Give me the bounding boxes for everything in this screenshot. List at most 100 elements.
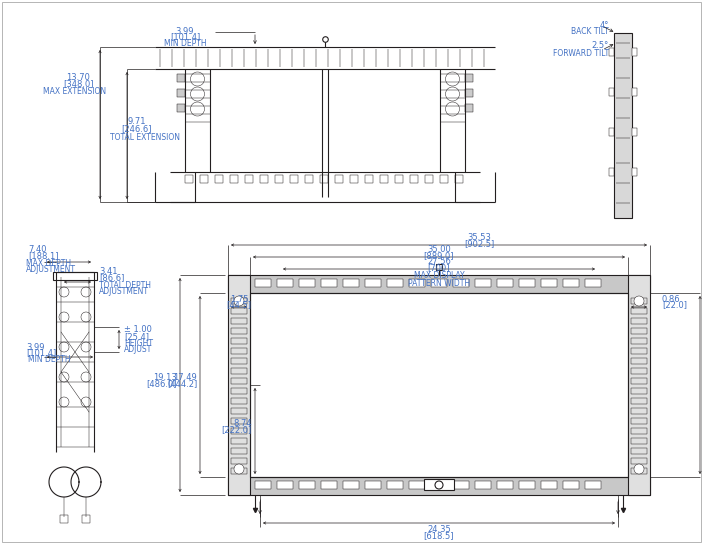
Text: HEIGHT: HEIGHT	[124, 339, 153, 349]
Bar	[255, 279, 271, 287]
Text: [222.0]: [222.0]	[221, 425, 252, 435]
Bar	[431, 481, 447, 489]
Circle shape	[234, 296, 244, 306]
Circle shape	[634, 296, 644, 306]
Text: ± 1.00: ± 1.00	[124, 325, 152, 335]
Text: 17.49: 17.49	[173, 374, 197, 382]
Bar	[335, 175, 343, 183]
Bar	[465, 74, 473, 82]
Text: MIN DEPTH: MIN DEPTH	[28, 355, 70, 364]
Bar	[299, 481, 315, 489]
Text: PATTERN WIDTH: PATTERN WIDTH	[408, 279, 470, 287]
Bar	[365, 175, 373, 183]
Text: 4°: 4°	[600, 22, 609, 30]
Bar	[177, 89, 185, 97]
Text: ADJUST: ADJUST	[124, 345, 153, 355]
Bar	[541, 279, 557, 287]
Text: [889.0]: [889.0]	[424, 251, 454, 261]
Bar	[614, 33, 632, 218]
Text: MIN DEPTH: MIN DEPTH	[164, 39, 206, 47]
Bar	[609, 48, 614, 56]
Bar	[380, 175, 388, 183]
Text: 8.74: 8.74	[233, 419, 252, 429]
Text: [101.4]: [101.4]	[26, 349, 56, 357]
Bar	[609, 88, 614, 96]
Text: ADJUSTMENT: ADJUSTMENT	[26, 265, 76, 275]
Text: 3.99: 3.99	[26, 343, 44, 351]
Text: MAX DEPTH: MAX DEPTH	[26, 259, 71, 269]
Text: [44.5]: [44.5]	[226, 300, 252, 310]
Bar	[53, 272, 97, 280]
Bar	[410, 175, 418, 183]
Bar	[425, 175, 433, 183]
Bar	[631, 298, 647, 304]
Bar	[631, 408, 647, 414]
Bar	[631, 338, 647, 344]
Bar	[231, 398, 247, 404]
Bar	[228, 477, 650, 495]
Text: 1.75: 1.75	[230, 294, 248, 304]
Bar	[200, 175, 208, 183]
Bar	[609, 128, 614, 136]
Bar	[465, 89, 473, 97]
Text: 35.00: 35.00	[427, 245, 451, 255]
Bar	[632, 48, 637, 56]
Bar	[409, 279, 425, 287]
Text: [22.0]: [22.0]	[662, 300, 687, 310]
Bar	[365, 279, 381, 287]
Bar	[497, 481, 513, 489]
Bar	[228, 275, 250, 495]
Bar	[231, 338, 247, 344]
Bar	[177, 74, 185, 82]
Text: [25.4]: [25.4]	[124, 332, 149, 342]
Bar	[231, 388, 247, 394]
Bar	[431, 279, 447, 287]
Text: 13.70: 13.70	[66, 72, 90, 82]
Bar	[299, 279, 315, 287]
Bar	[631, 468, 647, 474]
Bar	[395, 175, 403, 183]
Text: 7.40: 7.40	[28, 245, 46, 255]
Bar	[631, 318, 647, 324]
Bar	[231, 298, 247, 304]
Bar	[585, 481, 601, 489]
Bar	[290, 175, 298, 183]
Bar	[631, 308, 647, 314]
Bar	[177, 104, 185, 112]
Bar	[519, 481, 535, 489]
Text: [246.6]: [246.6]	[122, 125, 153, 133]
Bar	[387, 279, 403, 287]
Bar	[455, 175, 463, 183]
Bar	[231, 428, 247, 434]
Bar	[305, 175, 313, 183]
Bar	[231, 378, 247, 384]
Circle shape	[634, 464, 644, 474]
Bar	[609, 168, 614, 176]
Bar	[231, 458, 247, 464]
Bar	[231, 358, 247, 364]
Bar	[632, 128, 637, 136]
Text: 35.53: 35.53	[467, 233, 491, 243]
Bar	[497, 279, 513, 287]
Text: TOTAL DEPTH: TOTAL DEPTH	[99, 281, 151, 289]
Text: 27.56: 27.56	[427, 257, 451, 267]
Bar	[60, 515, 68, 523]
Bar	[231, 468, 247, 474]
Text: BACK TILT: BACK TILT	[572, 28, 609, 36]
Bar	[343, 481, 359, 489]
Text: MAX EXTENSION: MAX EXTENSION	[44, 88, 107, 96]
Text: 19.13: 19.13	[153, 374, 177, 382]
Bar	[365, 481, 381, 489]
Bar	[453, 279, 469, 287]
Bar	[631, 348, 647, 354]
Text: 3.41: 3.41	[99, 268, 117, 276]
Text: [486.0]: [486.0]	[146, 380, 177, 388]
Bar	[563, 481, 579, 489]
Bar	[231, 418, 247, 424]
Circle shape	[435, 481, 443, 489]
Bar	[409, 481, 425, 489]
Bar	[631, 438, 647, 444]
Bar	[231, 438, 247, 444]
Bar	[320, 175, 328, 183]
Bar	[215, 175, 223, 183]
